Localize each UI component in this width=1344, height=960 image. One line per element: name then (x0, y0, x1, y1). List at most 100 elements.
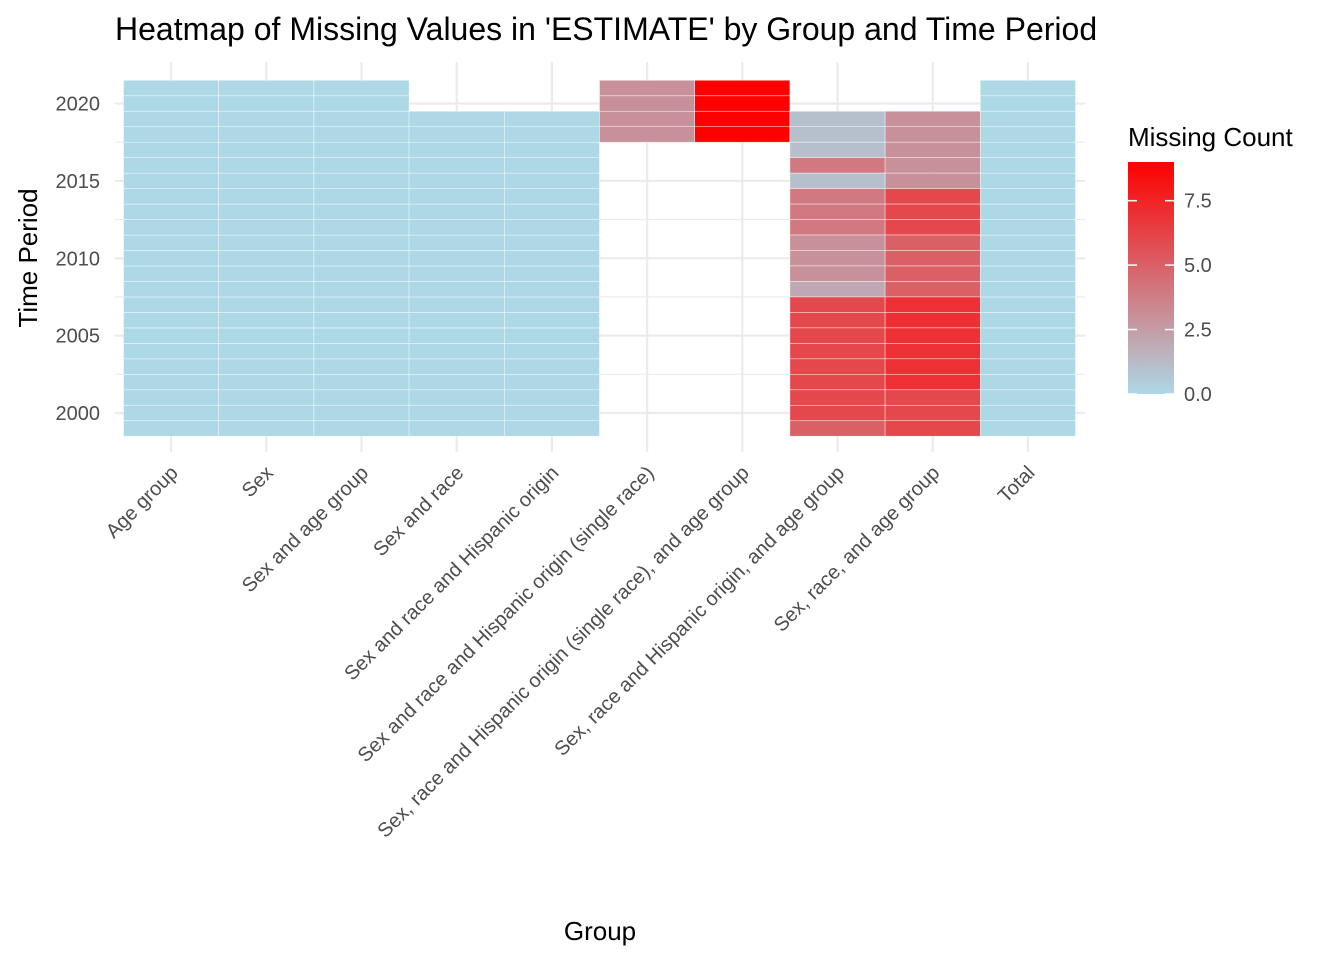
legend: Missing Count 0.0 2.5 5.0 7.5 (1128, 122, 1294, 406)
heatmap-cell (408, 188, 505, 205)
heatmap-cell (313, 219, 410, 236)
heatmap-cell (884, 157, 981, 174)
heatmap-cell (503, 234, 600, 251)
heatmap-cell (123, 219, 219, 236)
heatmap-cell (123, 404, 219, 422)
heatmap-cell (884, 404, 981, 422)
heatmap-cell (123, 389, 219, 406)
heatmap-cell (408, 265, 505, 282)
heatmap-cell (599, 110, 695, 128)
heatmap-cell (123, 327, 219, 344)
heatmap-cell (218, 219, 315, 236)
chart-title: Heatmap of Missing Values in 'ESTIMATE' … (115, 11, 1097, 47)
heatmap-cell (789, 343, 886, 360)
heatmap-cell (979, 79, 1076, 97)
heatmap-cell (313, 126, 410, 143)
heatmap-cell (789, 141, 886, 158)
heatmap-cell (408, 172, 505, 189)
heatmap-cell (884, 281, 981, 298)
heatmap-cell (884, 172, 981, 189)
legend-tick-label: 2.5 (1184, 320, 1212, 342)
heatmap-cell (884, 327, 981, 344)
heatmap-cell (313, 296, 410, 313)
heatmap-cell (408, 404, 505, 422)
heatmap-cell (599, 126, 695, 143)
heatmap-cell (503, 141, 600, 158)
heatmap-cell (218, 281, 315, 298)
heatmap-cell (408, 374, 505, 391)
heatmap-cell (789, 327, 886, 344)
heatmap-cell (789, 188, 886, 205)
heatmap-cell (979, 389, 1076, 406)
heatmap-cell (979, 110, 1076, 128)
heatmap-cell (218, 327, 315, 344)
heatmap-cell (123, 172, 219, 189)
heatmap-cell (884, 203, 981, 220)
heatmap-cell (218, 172, 315, 189)
y-tick-label: 2015 (56, 171, 101, 193)
heatmap-cell (218, 234, 315, 251)
heatmap-cell (313, 281, 410, 298)
heatmap-cell (408, 234, 505, 251)
heatmap-cell (313, 95, 410, 112)
heatmap-cell (503, 126, 600, 143)
heatmap-cell (313, 234, 410, 251)
heatmap-cell (789, 126, 886, 143)
heatmap-cell (884, 374, 981, 391)
heatmap-cell (979, 250, 1076, 267)
heatmap-cell (789, 404, 886, 422)
x-axis-title: Group (564, 916, 636, 946)
heatmap-cell (503, 420, 600, 437)
x-tick-label: Sex (238, 462, 278, 502)
heatmap-cell (218, 79, 315, 97)
heatmap-cell (313, 188, 410, 205)
heatmap-cell (789, 281, 886, 298)
heatmap-cell (789, 374, 886, 391)
heatmap-cell (884, 389, 981, 406)
heatmap-cell (789, 265, 886, 282)
heatmap-cell (123, 203, 219, 220)
y-tick-label: 2000 (56, 403, 101, 425)
heatmap-cell (503, 157, 600, 174)
heatmap-cell (218, 265, 315, 282)
heatmap-cell (313, 312, 410, 329)
heatmap-cell (694, 95, 791, 112)
heatmap-cell (694, 126, 791, 143)
heatmap-cell (313, 157, 410, 174)
heatmap-cell (313, 358, 410, 375)
x-tick-label: Sex, race and Hispanic origin (single ra… (374, 462, 754, 842)
heatmap-cell (218, 188, 315, 205)
heatmap-cell (884, 141, 981, 158)
heatmap-cell (503, 250, 600, 267)
heatmap-cell (313, 141, 410, 158)
heatmap-cell (313, 203, 410, 220)
heatmap-cell (979, 234, 1076, 251)
heatmap-cell (979, 95, 1076, 112)
heatmap-cell (503, 281, 600, 298)
heatmap-cell (884, 234, 981, 251)
heatmap-cell (789, 172, 886, 189)
heatmap-cell (789, 420, 886, 437)
heatmap-cell (408, 389, 505, 406)
y-tick-label: 2005 (56, 326, 101, 348)
heatmap-cell (503, 358, 600, 375)
heatmap-cell (218, 343, 315, 360)
heatmap-cell (123, 420, 219, 437)
heatmap-cell (503, 110, 600, 128)
heatmap-cell (979, 141, 1076, 158)
x-tick-label: Sex, race, and age group (770, 462, 944, 636)
x-tick-label: Total (994, 462, 1039, 507)
heatmap-cell (884, 110, 981, 128)
heatmap-cell (408, 250, 505, 267)
y-axis-ticks: 2000 2005 2010 2015 2020 (56, 94, 101, 426)
heatmap-cell (599, 95, 695, 112)
heatmap-cell (979, 296, 1076, 313)
heatmap-cell (884, 358, 981, 375)
heatmap-cell (979, 420, 1076, 437)
heatmap-cell (218, 203, 315, 220)
heatmap-cell (123, 95, 219, 112)
heatmap-cell (789, 219, 886, 236)
heatmap-cell (979, 126, 1076, 143)
